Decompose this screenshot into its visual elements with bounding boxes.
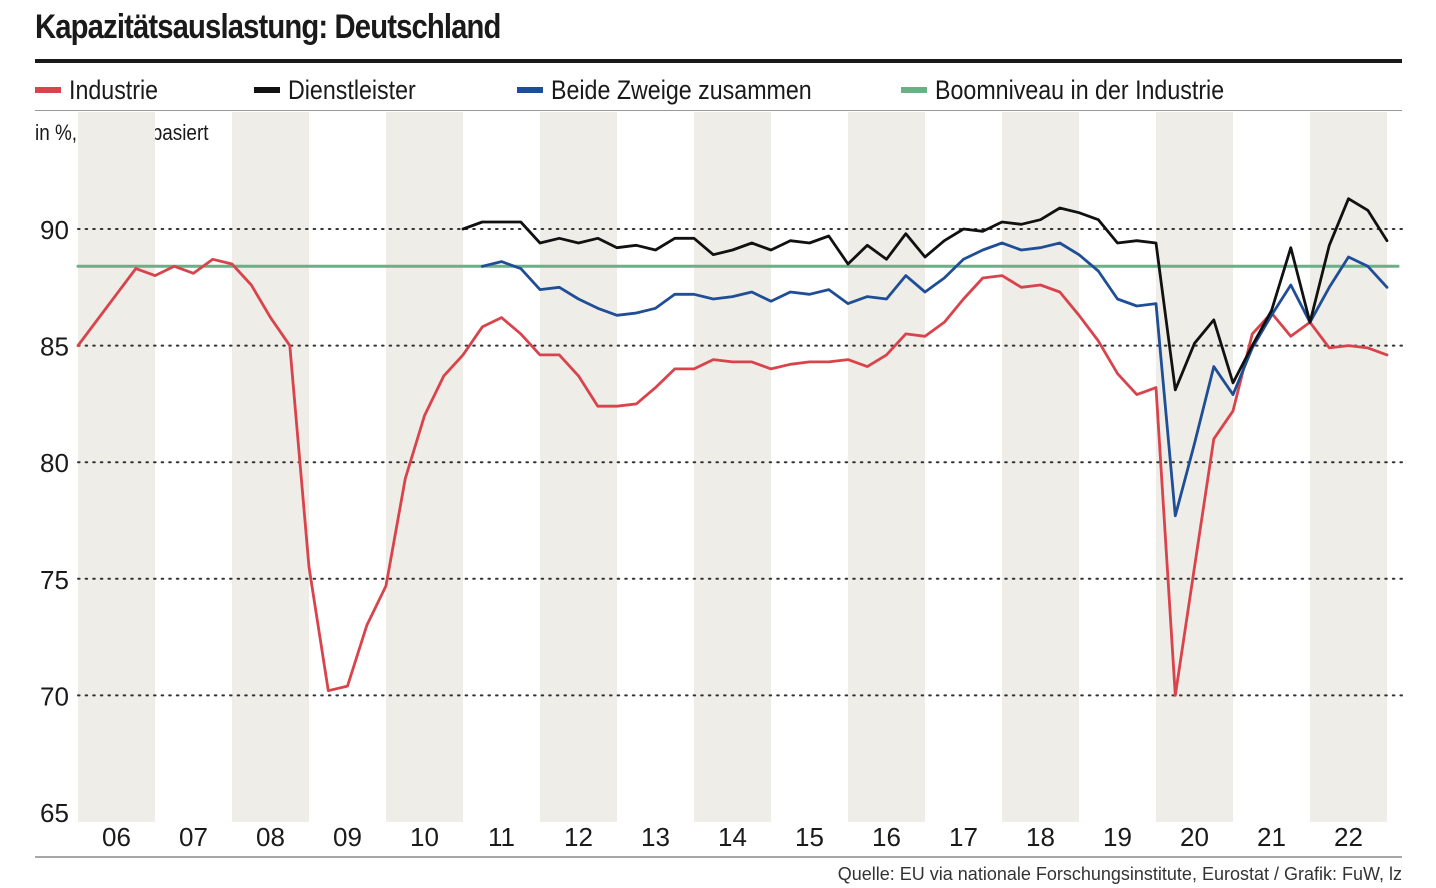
legend-item-dienstleister: Dienstleister (254, 72, 437, 108)
x-tick-label-18: 18 (1026, 822, 1055, 852)
legend-label-industrie: Industrie (69, 74, 159, 105)
y-tick-label-65: 65 (40, 798, 69, 828)
series-line-beide (480, 241, 1389, 518)
series-line-industrie (76, 257, 1389, 697)
legend-swatch-beide (517, 87, 543, 93)
series-line-dienstleister (461, 197, 1389, 392)
legend-rule (35, 110, 1402, 111)
x-tick-label-14: 14 (718, 822, 747, 852)
x-tick-label-10: 10 (410, 822, 439, 852)
year-band-10 (386, 112, 463, 822)
legend-item-boom: Boomniveau in der Industrie (901, 72, 1271, 108)
year-band-06 (78, 112, 155, 822)
year-band-12 (540, 112, 617, 822)
legend-label-beide: Beide Zweige zusammen (551, 74, 812, 105)
x-tick-label-21: 21 (1257, 822, 1286, 852)
source-note: Quelle: EU via nationale Forschungsinsti… (837, 864, 1402, 884)
x-tick-label-11: 11 (488, 822, 515, 852)
gridlines (35, 228, 1403, 858)
y-tick-labels: 65 70 75 80 85 90 (40, 215, 69, 828)
x-tick-label-22: 22 (1334, 822, 1363, 852)
y-tick-label-70: 70 (40, 681, 69, 711)
legend-item-beide: Beide Zweige zusammen (517, 72, 854, 108)
title-rule (35, 59, 1402, 63)
year-band-08 (232, 112, 309, 822)
year-bands (78, 112, 1387, 822)
year-band-20 (1156, 112, 1233, 822)
series-lines (76, 197, 1400, 697)
year-band-22 (1310, 112, 1387, 822)
legend: Industrie Dienstleister Beide Zweige zus… (35, 72, 1402, 108)
x-tick-label-08: 08 (256, 822, 285, 852)
chart-title: Kapazitätsauslastung: Deutschland (35, 8, 501, 46)
x-tick-label-15: 15 (795, 822, 824, 852)
legend-item-industrie: Industrie (35, 72, 173, 108)
x-tick-label-16: 16 (872, 822, 901, 852)
year-band-18 (1002, 112, 1079, 822)
x-tick-label-07: 07 (179, 822, 208, 852)
year-band-16 (848, 112, 925, 822)
x-tick-label-13: 13 (641, 822, 670, 852)
y-tick-label-80: 80 (40, 448, 69, 478)
x-tick-labels: 06 07 08 09 10 11 12 13 14 15 16 17 18 19 20 21 22 (102, 822, 1363, 852)
x-tick-label-06: 06 (102, 822, 131, 852)
y-tick-label-85: 85 (40, 332, 69, 362)
y-tick-label-75: 75 (40, 565, 69, 595)
x-tick-label-12: 12 (564, 822, 593, 852)
legend-swatch-dienstleister (254, 87, 280, 93)
x-tick-label-19: 19 (1103, 822, 1132, 852)
x-tick-label-20: 20 (1180, 822, 1209, 852)
y-tick-label-90: 90 (40, 215, 69, 245)
year-band-14 (694, 112, 771, 822)
legend-swatch-boom (901, 87, 927, 93)
x-tick-label-09: 09 (333, 822, 362, 852)
legend-label-boom: Boomniveau in der Industrie (935, 74, 1225, 105)
x-tick-label-17: 17 (949, 822, 978, 852)
legend-swatch-industrie (35, 87, 61, 93)
legend-label-dienstleister: Dienstleister (288, 74, 416, 105)
